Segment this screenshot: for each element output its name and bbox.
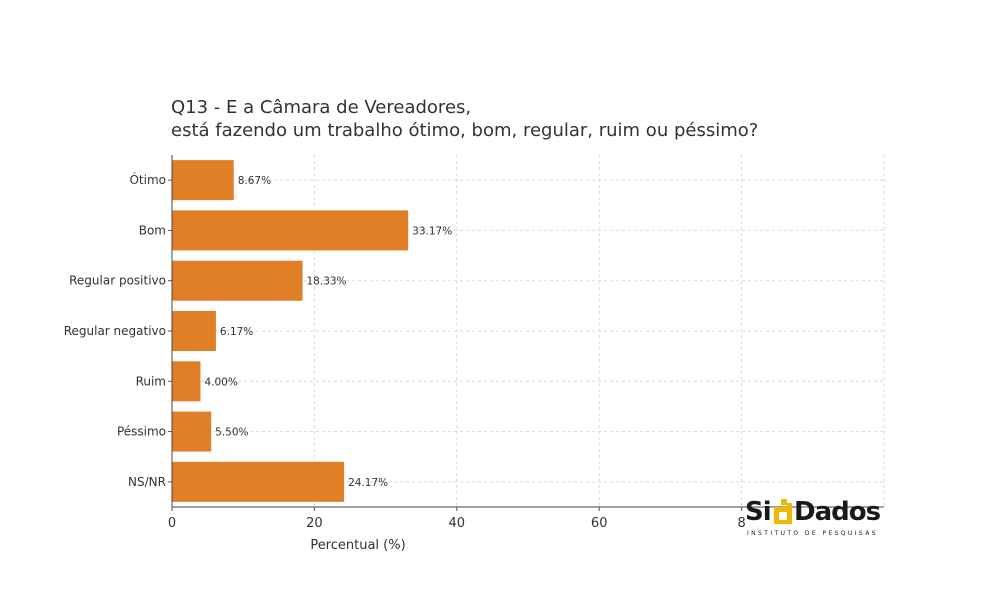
bar-0	[172, 160, 234, 201]
data-label: 18.33%	[307, 276, 347, 288]
x-tick-label: 40	[449, 516, 466, 531]
category-label: Péssimo	[117, 425, 166, 439]
category-label: Bom	[139, 223, 166, 237]
logo-mark-icon	[774, 499, 792, 524]
category-label: Regular negativo	[64, 324, 166, 338]
bar-4	[172, 361, 201, 402]
sidados-logo: Si Dados INSTITUTO DE PESQUISAS	[745, 497, 895, 543]
data-label: 6.17%	[220, 326, 253, 338]
logo-text-si: Si	[745, 497, 772, 527]
x-tick-label: 8	[737, 516, 745, 531]
logo-subtitle: INSTITUTO DE PESQUISAS	[747, 530, 878, 537]
grid-lines	[172, 155, 885, 507]
logo-text-dados: Dados	[794, 497, 881, 527]
axes	[168, 155, 884, 511]
category-label: Regular positivo	[69, 274, 166, 288]
data-label: 8.67%	[238, 175, 271, 187]
bar-3	[172, 311, 216, 351]
bar-6	[172, 461, 345, 502]
chart-title: Q13 - E a Câmara de Vereadores, está faz…	[171, 96, 758, 142]
data-label: 24.17%	[348, 477, 388, 489]
bar-1	[172, 210, 409, 251]
labels: Ótimo 8.67% Bom 33.17% Regular positivo 18.33…	[64, 172, 746, 553]
x-tick-label: 20	[306, 516, 323, 531]
bar-5	[172, 411, 212, 452]
category-label: Ótimo	[129, 172, 166, 187]
chart-title-line-2: está fazendo um trabalho ótimo, bom, reg…	[171, 120, 759, 141]
category-label: Ruim	[136, 374, 166, 388]
x-tick-label: 0	[168, 516, 176, 531]
data-label: 4.00%	[204, 376, 237, 388]
x-tick-label: 60	[591, 516, 608, 531]
bar-2	[172, 260, 303, 301]
chart-title-line-1: Q13 - E a Câmara de Vereadores,	[171, 97, 472, 118]
data-label: 5.50%	[215, 427, 248, 439]
category-label: NS/NR	[128, 475, 166, 489]
x-axis-label: Percentual (%)	[310, 538, 405, 553]
bars	[172, 160, 409, 502]
data-label: 33.17%	[412, 225, 452, 237]
